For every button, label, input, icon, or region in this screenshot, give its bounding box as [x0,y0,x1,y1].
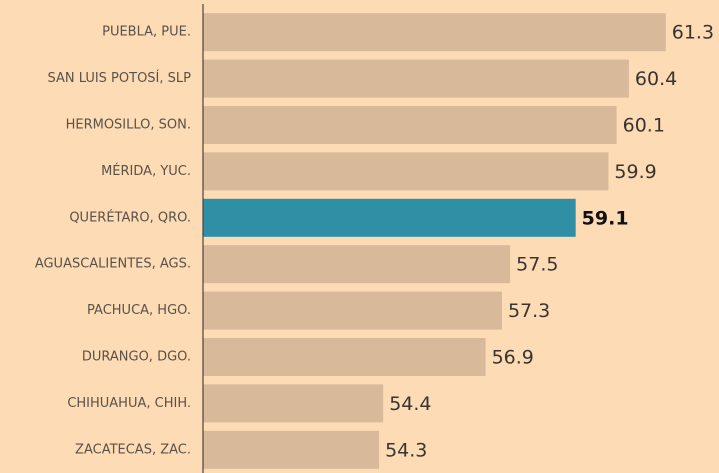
value-label: 57.5 [516,254,558,276]
category-label: PUEBLA, PUE. [102,25,191,40]
value-label: 56.9 [492,347,534,369]
bar [203,384,384,423]
bar [203,106,617,144]
value-label: 61.3 [672,22,714,44]
bar [203,13,666,52]
value-label: 60.1 [623,115,665,137]
bar [203,338,486,376]
value-label: 54.3 [385,439,427,461]
value-label: 57.3 [508,300,550,322]
bar [203,198,576,237]
category-label: QUERÉTARO, QRO. [69,209,191,225]
bar [203,291,502,330]
bar [203,152,609,191]
category-label: DURANGO, DGO. [82,350,191,365]
value-label: 54.4 [389,393,431,415]
value-label: 59.1 [582,207,629,229]
bar [203,245,511,284]
bar [203,430,380,469]
category-label: PACHUCA, HGO. [87,303,191,318]
value-label: 60.4 [635,68,677,90]
category-label: AGUASCALIENTES, AGS. [35,257,191,272]
category-label: HERMOSILLO, SON. [66,118,191,133]
bar [203,59,629,98]
category-label: MÉRIDA, YUC. [101,163,191,179]
category-label: SAN LUIS POTOSÍ, SLP [47,70,191,86]
category-label: CHIHUAHUA, CHIH. [67,396,191,411]
value-label: 59.9 [614,161,656,183]
category-label: ZACATECAS, ZAC. [75,442,191,457]
